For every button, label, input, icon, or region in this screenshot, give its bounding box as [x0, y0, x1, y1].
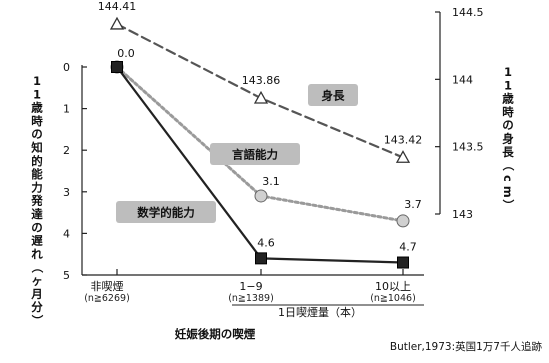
y-axis-title-left-char: 1	[33, 74, 41, 88]
x-tick-label: 10以上	[375, 280, 411, 293]
series-line-1	[115, 23, 405, 159]
data-label: 143.42	[384, 133, 423, 146]
data-label: 4.7	[399, 241, 417, 254]
x-axis-title: 妊娠後期の喫煙	[175, 327, 256, 341]
y-axis-title-left-char: の	[31, 220, 43, 234]
series-tag-label: 言語能力	[232, 148, 278, 162]
y-axis-title-left-char: 分	[31, 300, 43, 314]
y-axis-title-right-char: 身	[502, 132, 514, 146]
data-point-triangle	[109, 16, 125, 30]
series-tag-label: 身長	[322, 89, 345, 103]
y-axis-title-left-char: 1	[33, 87, 41, 101]
series-markers	[109, 16, 411, 269]
y-axis-title-left-char: 時	[31, 114, 43, 128]
axes: 012345143143.5144144.5非喫煙(n≧6269)1−9(n≧1…	[30, 6, 515, 341]
left-tick-label: 0	[63, 61, 70, 74]
y-axis-title-left-char: 能	[31, 167, 43, 181]
x-tick-sublabel: (n≧1389)	[228, 293, 274, 304]
data-point-triangle	[253, 90, 269, 104]
data-label: 0.0	[117, 47, 135, 60]
y-axis-title-right-char: 長	[502, 145, 514, 159]
y-axis-title-right-char: の	[502, 118, 514, 132]
x-tick-sublabel: (n≧1046)	[370, 293, 416, 304]
y-axis-title-right-char: 時	[502, 105, 514, 119]
y-axis-title-right-char: ）	[501, 199, 515, 211]
right-tick-label: 143.5	[452, 141, 484, 154]
data-point-triangle	[395, 150, 411, 163]
y-axis-title-right-char: 1	[504, 78, 512, 92]
left-tick-label: 1	[63, 103, 70, 116]
left-tick-label: 5	[63, 269, 70, 282]
y-axis-title-left-char: 的	[31, 154, 43, 168]
y-axis-title-left-char: れ	[31, 247, 43, 261]
y-axis-title-left-char: ）	[30, 315, 44, 327]
data-point-circle	[396, 214, 410, 228]
y-axis-title-right-char: m	[501, 186, 515, 198]
data-label: 3.1	[262, 175, 280, 188]
left-tick-label: 4	[63, 227, 70, 240]
data-label: 3.7	[404, 198, 422, 211]
data-point-circle	[254, 189, 268, 203]
x-tick-sublabel: (n≧6269)	[84, 293, 130, 304]
x-tick-label: 1−9	[239, 280, 262, 293]
right-tick-label: 144.5	[452, 6, 484, 19]
y-axis-title-left-char: ヶ	[31, 274, 43, 288]
y-axis-title-right-char: 1	[504, 65, 512, 79]
series-labels: 144.41 143.86 143.42 0.0 3.1 3.7 4.6 4.7 身長言語能力数…	[98, 0, 423, 253]
left-tick-label: 2	[63, 144, 70, 157]
y-axis-title-left-char: 発	[30, 194, 43, 208]
series-tag-box	[210, 143, 300, 165]
y-axis-title-right-char: （	[501, 159, 515, 171]
series-tag-box	[308, 84, 358, 106]
data-label: 4.6	[257, 236, 275, 249]
data-label: 143.86	[242, 74, 281, 87]
series-tag-label: 数学的能力	[137, 206, 195, 220]
x-tick-label: 非喫煙	[91, 280, 124, 293]
y-axis-title-left-char: 遅	[31, 234, 43, 248]
data-point-square	[397, 256, 409, 269]
data-point-square	[255, 252, 267, 265]
right-tick-label: 143	[452, 208, 473, 221]
y-axis-title-left-char: （	[30, 261, 44, 273]
y-axis-title-right-char: 歳	[502, 92, 514, 106]
y-axis-title-right-char: c	[501, 175, 515, 182]
y-axis-title-left-char: 歳	[31, 101, 43, 115]
series-tag-box	[116, 201, 216, 223]
right-tick-label: 144	[452, 73, 473, 86]
y-axis-title-left-char: 達	[31, 207, 43, 221]
group-label: 1日喫煙量（本）	[278, 305, 362, 319]
y-axis-title-left-char: 月	[30, 287, 43, 301]
y-axis-title-left-char: 力	[31, 180, 43, 194]
data-label: 144.41	[98, 0, 137, 13]
data-point-square	[111, 61, 123, 73]
y-axis-title-left-char: の	[31, 127, 43, 141]
left-tick-label: 3	[63, 186, 70, 199]
y-axis-title-left-char: 知	[30, 141, 43, 155]
source-caption: Butler,1973:英国1万7千人追跡	[390, 340, 543, 353]
